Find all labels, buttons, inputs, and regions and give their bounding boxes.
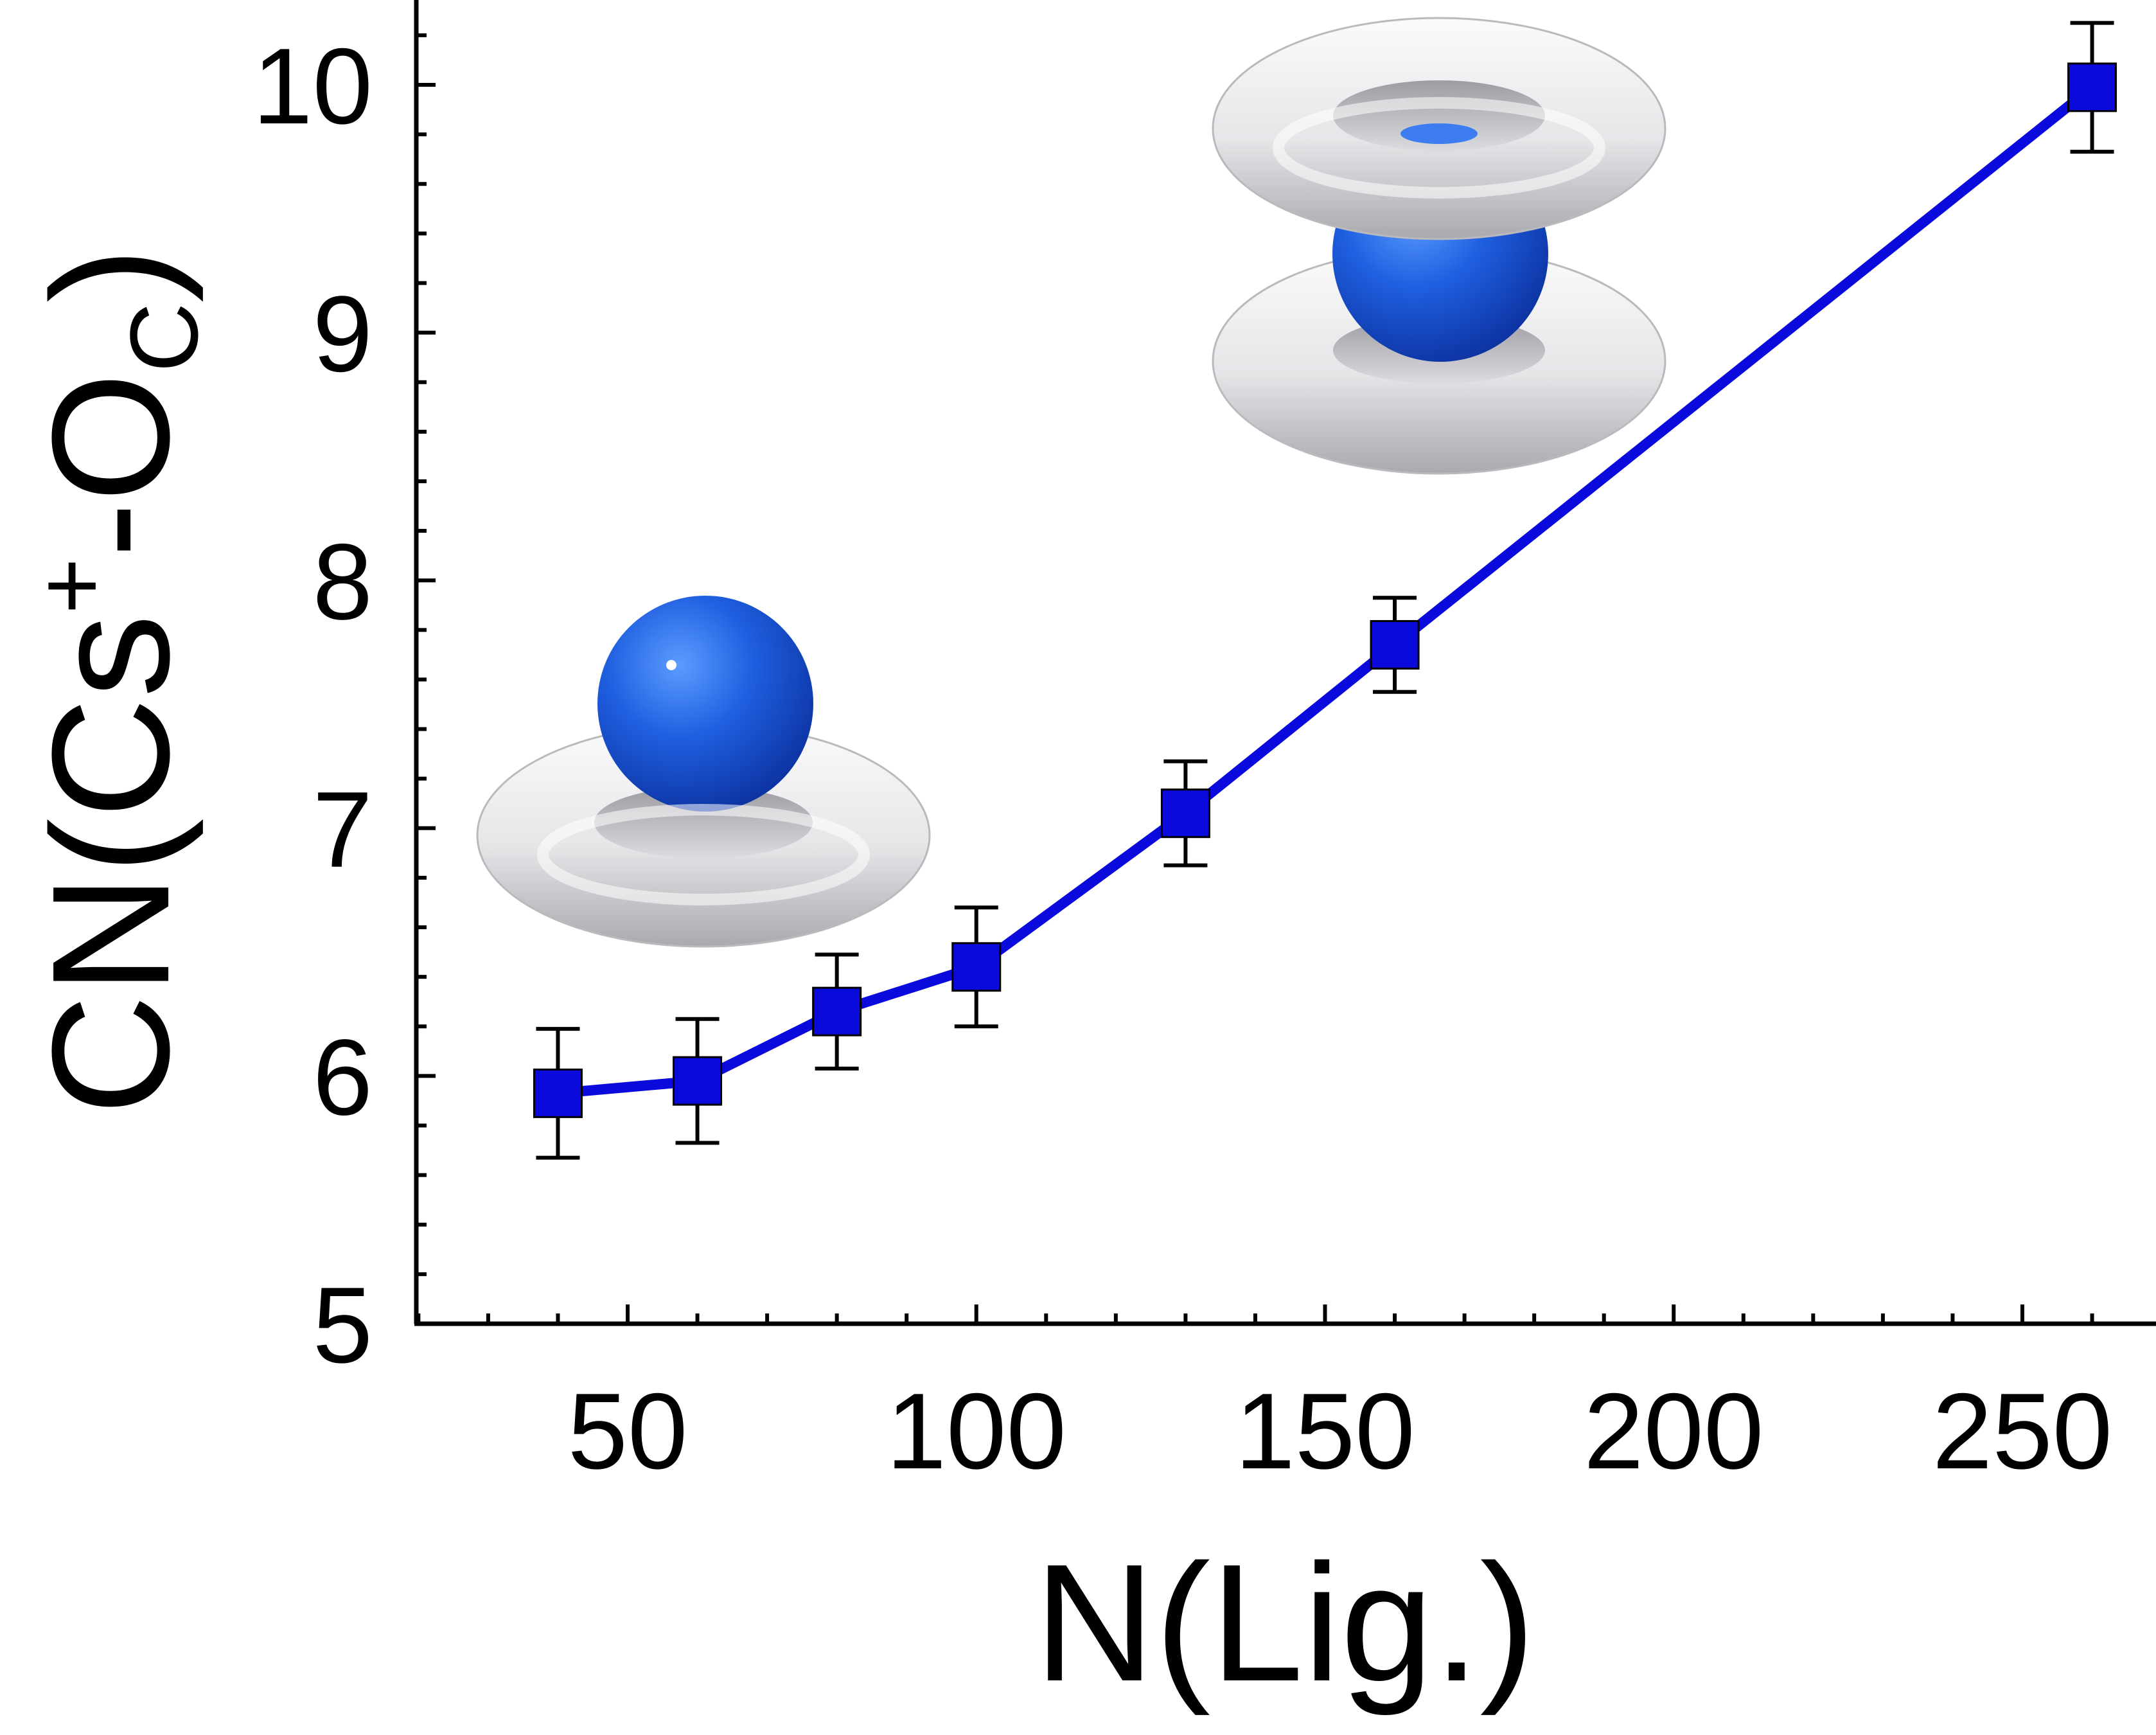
data-point-marker <box>673 1056 723 1106</box>
x-tick-label: 250 <box>1932 1371 2112 1491</box>
data-point-marker <box>812 986 862 1037</box>
data-point-marker <box>951 942 1002 992</box>
y-tick-label: 9 <box>313 274 373 395</box>
y-tick-label: 10 <box>252 26 373 147</box>
data-point-marker <box>1160 788 1210 839</box>
x-tick-label: 100 <box>887 1371 1066 1491</box>
axes: 50 100 150 200 250 5 6 7 8 9 10 <box>252 0 2156 1491</box>
x-tick-label: 50 <box>568 1371 688 1491</box>
series <box>533 21 2117 1160</box>
x-ticks: 50 100 150 200 250 <box>416 1304 2112 1491</box>
series-line <box>557 83 2096 1099</box>
data-point-marker <box>1370 619 1420 670</box>
y-axis-title-mid: -O <box>18 372 204 558</box>
y-tick-label: 6 <box>313 1017 373 1137</box>
y-tick-label: 7 <box>313 769 373 890</box>
data-point-marker <box>533 1068 583 1118</box>
y-axis-title: CN(Cs+-OC) <box>17 247 218 1115</box>
data-point-marker <box>2067 62 2117 112</box>
inset-sandwich-rings-cation <box>1212 17 1666 475</box>
y-axis-title-sup: + <box>17 558 125 614</box>
y-ticks: 5 6 7 8 9 10 <box>252 26 436 1385</box>
y-axis-title-end: ) <box>18 247 205 303</box>
y-axis-title-sub: C <box>110 303 218 372</box>
y-tick-label: 5 <box>313 1265 373 1385</box>
x-axis-title: N(Lig.) <box>1034 1530 1535 1717</box>
y-axis-title-base: CN(Cs <box>18 614 205 1116</box>
cation-sphere <box>597 596 813 812</box>
inset-single-ring-cation <box>476 596 931 948</box>
x-tick-label: 150 <box>1235 1371 1415 1491</box>
x-tick-label: 200 <box>1584 1371 1763 1491</box>
y-tick-label: 8 <box>313 521 373 642</box>
